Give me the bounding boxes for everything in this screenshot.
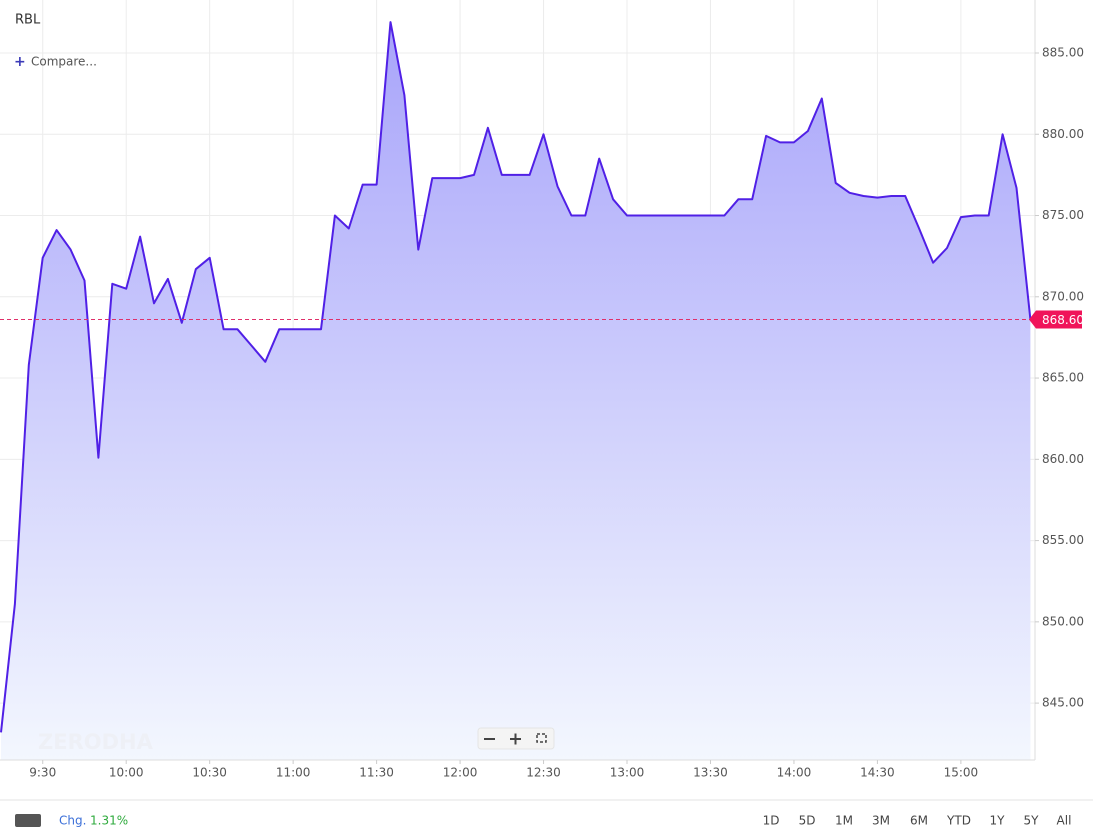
range-button[interactable]: 6M xyxy=(910,814,928,828)
price-line xyxy=(0,21,1032,733)
x-tick-label: 15:00 xyxy=(944,766,979,780)
x-tick-label: 9:30 xyxy=(29,766,56,780)
fullscreen[interactable] xyxy=(536,733,547,743)
y-tick-label: 855.00 xyxy=(1042,533,1084,547)
x-tick-label: 13:00 xyxy=(610,766,645,780)
x-tick-label: 11:00 xyxy=(276,766,311,780)
x-tick-label: 14:00 xyxy=(777,766,812,780)
y-tick-label: 860.00 xyxy=(1042,452,1084,466)
compare-button[interactable]: Compare... xyxy=(31,55,97,69)
x-tick-label: 13:30 xyxy=(693,766,728,780)
x-tick-label: 10:00 xyxy=(109,766,144,780)
x-tick-label: 12:30 xyxy=(526,766,561,780)
range-button[interactable]: 1Y xyxy=(990,814,1006,828)
range-button[interactable]: YTD xyxy=(946,814,971,828)
range-button[interactable]: 1D xyxy=(763,814,780,828)
y-tick-label: 870.00 xyxy=(1042,289,1084,303)
range-button[interactable]: 1M xyxy=(835,814,853,828)
y-tick-label: 880.00 xyxy=(1042,127,1084,141)
change-value: 1.31% xyxy=(90,814,128,828)
area xyxy=(1,22,1031,761)
watermark: ZERODHA xyxy=(38,730,154,754)
range-button[interactable]: All xyxy=(1057,814,1072,828)
keyboard-icon[interactable] xyxy=(15,814,41,827)
range-button[interactable]: 5D xyxy=(799,814,816,828)
last-price-label: 868.60 xyxy=(1042,313,1084,327)
range-button[interactable]: 5Y xyxy=(1024,814,1040,828)
plus-icon[interactable]: + xyxy=(14,54,26,70)
symbol: RBL xyxy=(15,13,41,28)
x-tick-label: 14:30 xyxy=(860,766,895,780)
x-tick-label: 10:30 xyxy=(192,766,227,780)
y-tick-label: 885.00 xyxy=(1042,45,1084,59)
x-tick-label: 11:30 xyxy=(359,766,394,780)
zoom-controls xyxy=(477,727,555,750)
zoom-in[interactable] xyxy=(510,733,521,745)
change-label: Chg. xyxy=(59,814,86,828)
y-tick-label: 875.00 xyxy=(1042,208,1084,222)
x-tick-label: 12:00 xyxy=(443,766,478,780)
y-tick-label: 865.00 xyxy=(1042,371,1084,385)
y-tick-label: 845.00 xyxy=(1042,696,1084,710)
y-tick-label: 850.00 xyxy=(1042,614,1084,628)
last-price-tag xyxy=(1029,310,1082,329)
range-button[interactable]: 3M xyxy=(872,814,890,828)
